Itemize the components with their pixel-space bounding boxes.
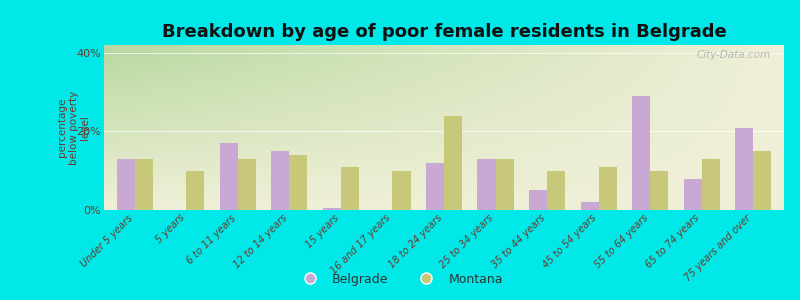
Bar xyxy=(135,159,153,210)
Bar xyxy=(598,167,617,210)
Bar xyxy=(632,96,650,210)
Bar xyxy=(735,128,753,210)
Bar xyxy=(753,151,771,210)
Bar xyxy=(478,159,495,210)
Bar xyxy=(547,171,565,210)
Bar xyxy=(271,151,290,210)
Bar xyxy=(702,159,720,210)
Legend: Belgrade, Montana: Belgrade, Montana xyxy=(292,268,508,291)
Bar xyxy=(495,159,514,210)
Bar xyxy=(186,171,205,210)
Bar xyxy=(444,116,462,210)
Bar xyxy=(323,208,341,210)
Bar xyxy=(650,171,668,210)
Bar xyxy=(117,159,135,210)
Bar xyxy=(290,155,307,210)
Y-axis label: percentage
below poverty
level: percentage below poverty level xyxy=(57,90,90,165)
Bar xyxy=(529,190,547,210)
Bar xyxy=(341,167,359,210)
Text: City-Data.com: City-Data.com xyxy=(696,50,770,60)
Bar xyxy=(426,163,444,210)
Bar xyxy=(393,171,410,210)
Bar xyxy=(581,202,598,210)
Title: Breakdown by age of poor female residents in Belgrade: Breakdown by age of poor female resident… xyxy=(162,23,726,41)
Bar xyxy=(238,159,256,210)
Bar xyxy=(220,143,238,210)
Bar xyxy=(683,178,702,210)
